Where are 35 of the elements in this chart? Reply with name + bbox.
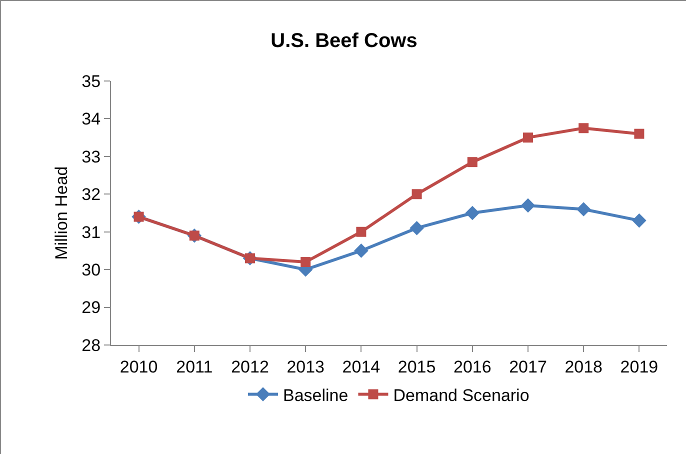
x-tick-label: 2017 bbox=[509, 357, 547, 376]
y-axis-title: Million Head bbox=[52, 166, 71, 260]
point bbox=[356, 226, 366, 237]
point bbox=[576, 202, 591, 216]
y-tick-label: 29 bbox=[82, 298, 101, 318]
point bbox=[410, 220, 424, 236]
x-tick-label: 2011 bbox=[176, 357, 213, 376]
y-tick-label: 34 bbox=[82, 110, 101, 129]
chart-title: U.S. Beef Cows bbox=[270, 30, 418, 52]
x-tick-label: 2015 bbox=[398, 357, 436, 376]
point bbox=[632, 213, 646, 228]
x-tick-label: 2012 bbox=[231, 357, 269, 376]
point bbox=[520, 198, 536, 213]
x-tick-label: 2013 bbox=[286, 357, 325, 376]
legend-label: Baseline bbox=[283, 386, 348, 405]
x-tick-label: 2016 bbox=[453, 357, 492, 376]
point bbox=[300, 257, 311, 268]
x-tick-label: 2014 bbox=[342, 357, 380, 376]
point bbox=[523, 132, 533, 143]
y-tick-label: 33 bbox=[82, 147, 101, 166]
point bbox=[412, 189, 422, 200]
x-tick-label: 2018 bbox=[564, 357, 603, 376]
y-tick-label: 32 bbox=[82, 185, 101, 204]
y-tick-label: 31 bbox=[82, 222, 101, 242]
point bbox=[354, 244, 368, 258]
point bbox=[465, 206, 480, 220]
legend-label: Demand Scenario bbox=[393, 386, 530, 405]
point bbox=[578, 123, 589, 134]
x-tick-label: 2019 bbox=[620, 357, 658, 376]
y-tick-label: 30 bbox=[82, 260, 101, 280]
point bbox=[634, 128, 644, 139]
x-tick-label: 2010 bbox=[120, 357, 158, 376]
point bbox=[467, 157, 478, 168]
y-tick-label: 28 bbox=[82, 336, 101, 355]
y-tick-label: 35 bbox=[82, 72, 101, 91]
